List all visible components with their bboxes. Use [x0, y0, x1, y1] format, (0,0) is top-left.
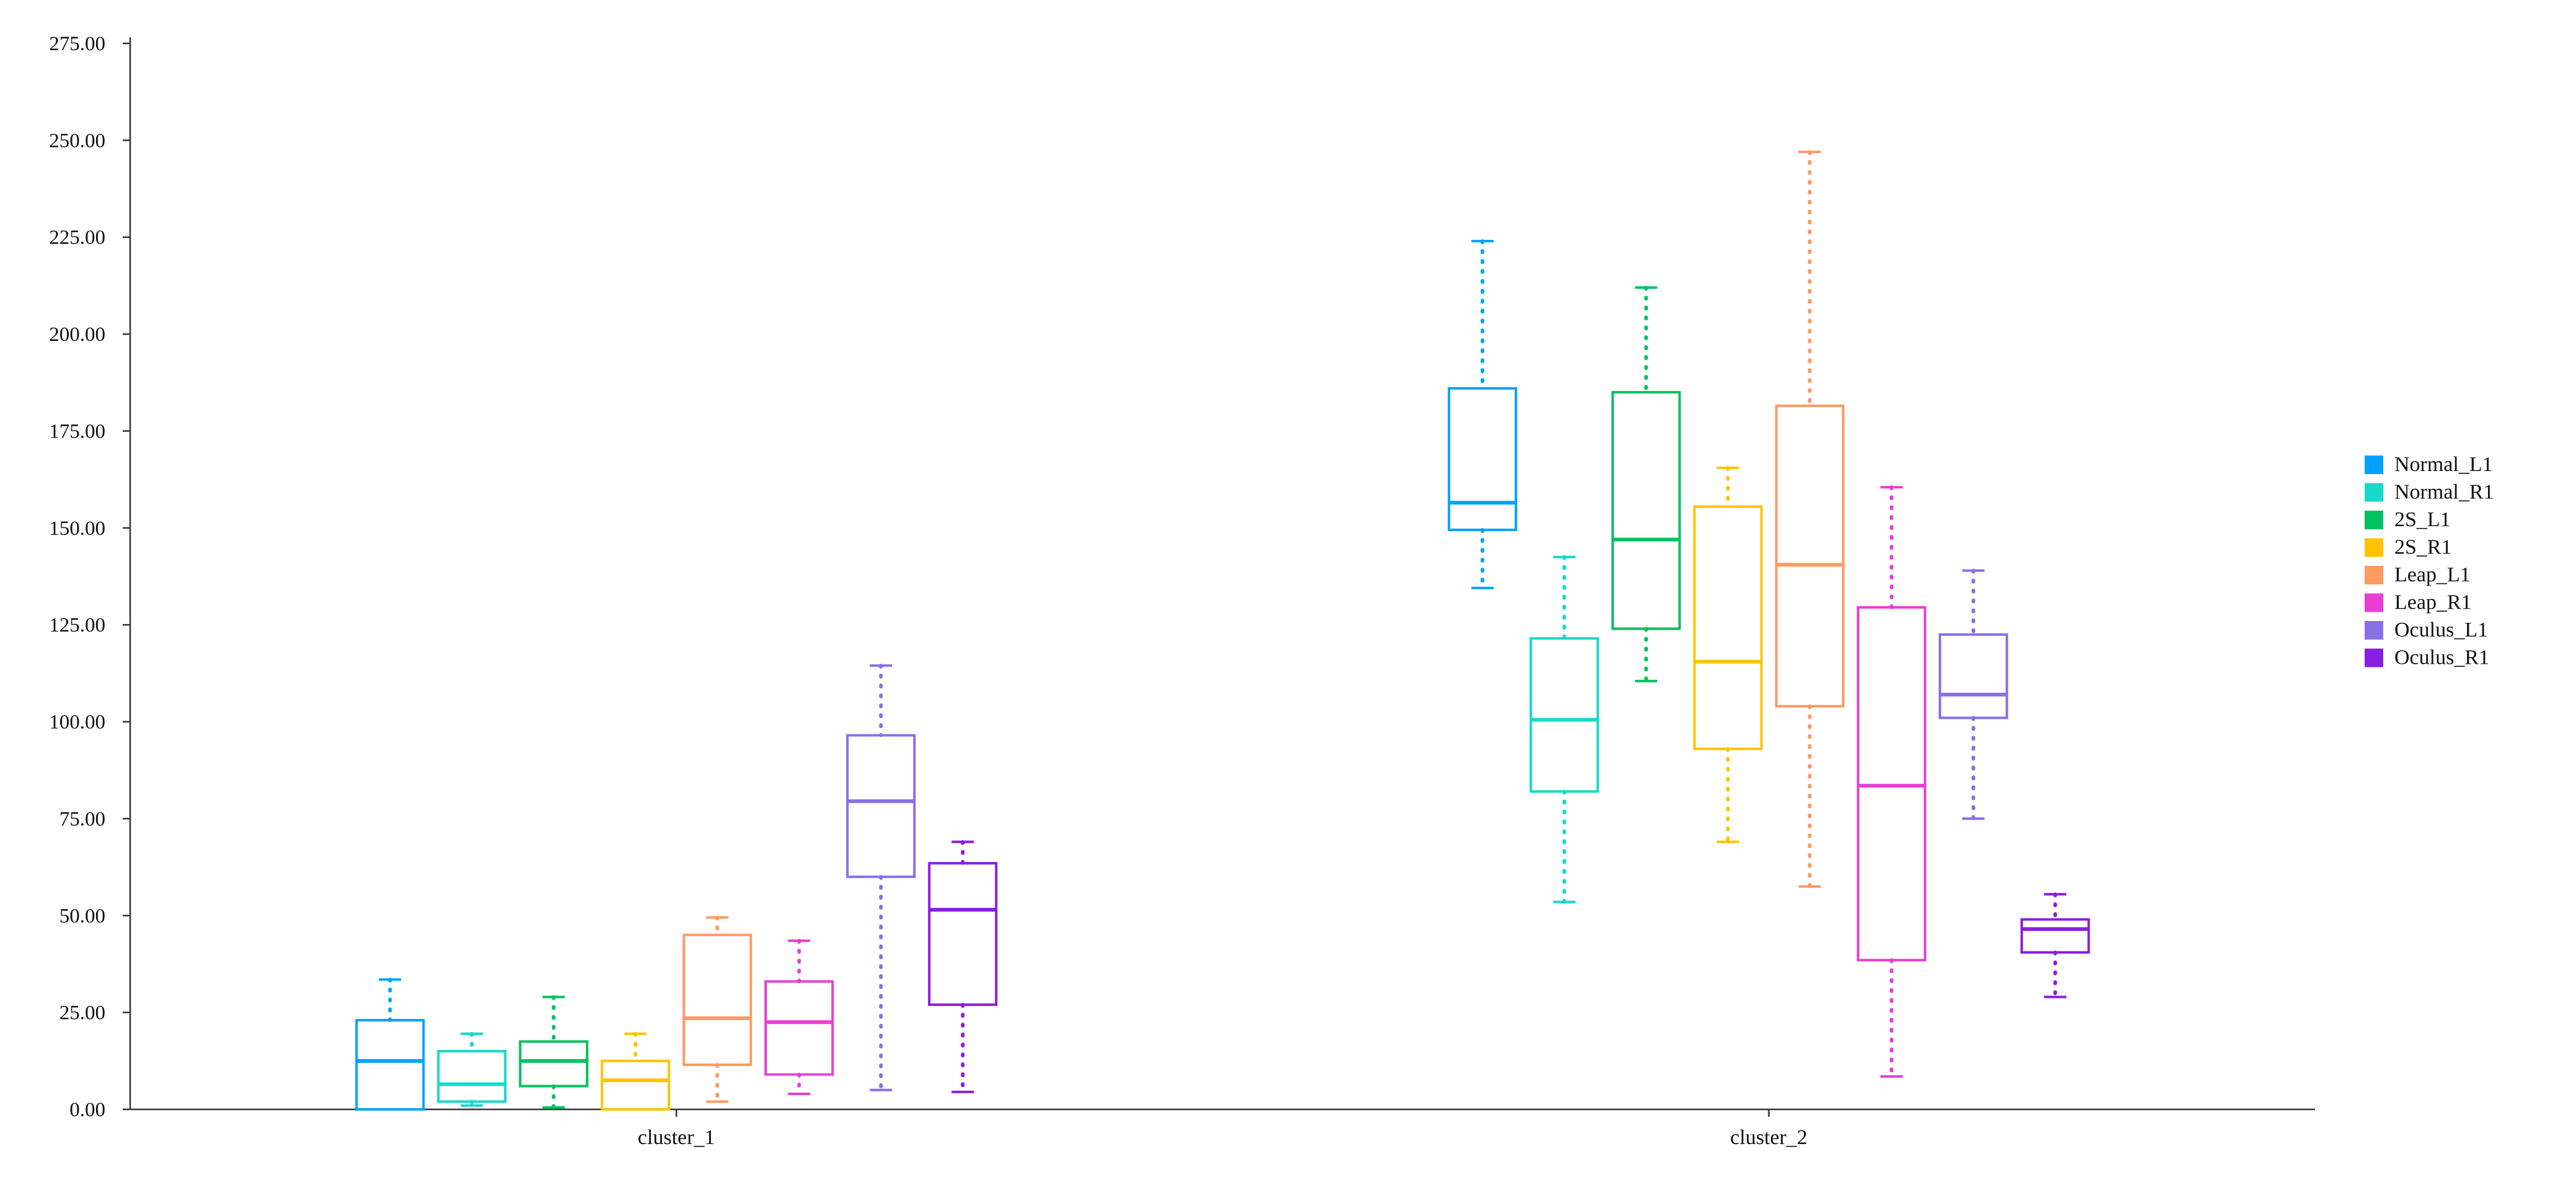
legend-item: Leap_R1: [2365, 591, 2472, 614]
y-tick-label: 0.00: [69, 1099, 105, 1121]
box-iqr: [1529, 637, 1599, 793]
box-iqr: [519, 1040, 589, 1088]
legend-item: Leap_L1: [2365, 563, 2471, 586]
legend-swatch: [2365, 483, 2383, 502]
legend-label: Leap_R1: [2394, 591, 2472, 614]
box-iqr: [2020, 918, 2090, 954]
y-tick-label: 200.00: [49, 324, 105, 346]
legend-swatch: [2365, 621, 2383, 640]
legend-item: Oculus_L1: [2365, 619, 2488, 641]
box-normal-r1-cluster-2: [1529, 555, 1599, 904]
box-2s-r1-cluster-2: [1693, 465, 1763, 844]
legend-label: 2S_L1: [2394, 508, 2451, 531]
box-iqr: [1447, 387, 1517, 531]
legend-swatch: [2365, 511, 2383, 529]
box-2s-r1-cluster-1: [601, 1032, 671, 1111]
box-iqr: [355, 1019, 425, 1111]
box-leap-l1-cluster-1: [682, 915, 752, 1104]
box-oculus-l1-cluster-2: [1938, 568, 2008, 821]
box-iqr: [928, 861, 998, 1006]
x-tick-label: cluster_2: [1730, 1126, 1807, 1149]
legend-swatch: [2365, 456, 2383, 474]
legend-item: Normal_L1: [2365, 453, 2493, 476]
box-normal-l1-cluster-2: [1447, 239, 1517, 590]
legend-label: 2S_R1: [2394, 536, 2452, 559]
x-axis: cluster_1 cluster_2: [130, 1108, 2315, 1149]
y-tick-label: 225.00: [49, 227, 105, 249]
legend-item: 2S_R1: [2365, 536, 2452, 559]
box-2s-l1-cluster-1: [519, 995, 589, 1109]
box-normal-l1-cluster-1: [355, 977, 425, 1111]
legend-label: Oculus_L1: [2394, 619, 2488, 641]
legend-item: Normal_R1: [2365, 481, 2494, 504]
box-2s-l1-cluster-2: [1611, 286, 1681, 683]
box-iqr: [682, 933, 752, 1067]
y-tick-label: 150.00: [49, 518, 105, 540]
y-tick-label: 25.00: [60, 1002, 105, 1024]
legend-label: Leap_L1: [2394, 563, 2471, 586]
box-iqr: [1856, 606, 1926, 962]
box-oculus-r1-cluster-1: [928, 840, 998, 1094]
y-tick-label: 125.00: [49, 614, 105, 636]
legend: Normal_L1 Normal_R1 2S_L1 2S_R1 Leap_L1 Leap_…: [2365, 453, 2494, 669]
box-iqr: [846, 734, 916, 878]
legend-item: 2S_L1: [2365, 508, 2451, 531]
box-leap-r1-cluster-1: [764, 938, 834, 1096]
box-iqr: [1775, 404, 1845, 708]
y-axis: 0.00 25.00 50.00 75.00 100.00 125.00 150.00 175…: [49, 33, 131, 1121]
legend-swatch: [2365, 593, 2383, 612]
y-tick-label: 100.00: [49, 711, 105, 734]
box-normal-r1-cluster-1: [437, 1032, 507, 1108]
legend-label: Oculus_R1: [2394, 646, 2489, 669]
legend-swatch: [2365, 566, 2383, 584]
x-tick-label: cluster_1: [638, 1126, 715, 1149]
legend-label: Normal_L1: [2394, 453, 2493, 476]
y-tick-label: 275.00: [49, 33, 105, 55]
box-iqr: [601, 1059, 671, 1111]
box-leap-r1-cluster-2: [1856, 485, 1926, 1078]
y-tick-label: 250.00: [49, 130, 105, 152]
box-iqr: [1693, 505, 1763, 751]
box-oculus-l1-cluster-1: [846, 663, 916, 1092]
box-iqr: [764, 980, 834, 1076]
box-iqr: [1938, 633, 2008, 720]
box-iqr: [437, 1050, 507, 1103]
plot-area: [355, 150, 2090, 1111]
legend-swatch: [2365, 538, 2383, 557]
y-tick-label: 75.00: [60, 808, 105, 830]
y-tick-label: 50.00: [60, 905, 105, 927]
legend-swatch: [2365, 648, 2383, 667]
box-leap-l1-cluster-2: [1775, 150, 1845, 889]
box-iqr: [1611, 390, 1681, 630]
legend-item: Oculus_R1: [2365, 646, 2489, 669]
box-oculus-r1-cluster-2: [2020, 892, 2090, 999]
legend-label: Normal_R1: [2394, 481, 2494, 504]
y-tick-label: 175.00: [49, 420, 105, 443]
